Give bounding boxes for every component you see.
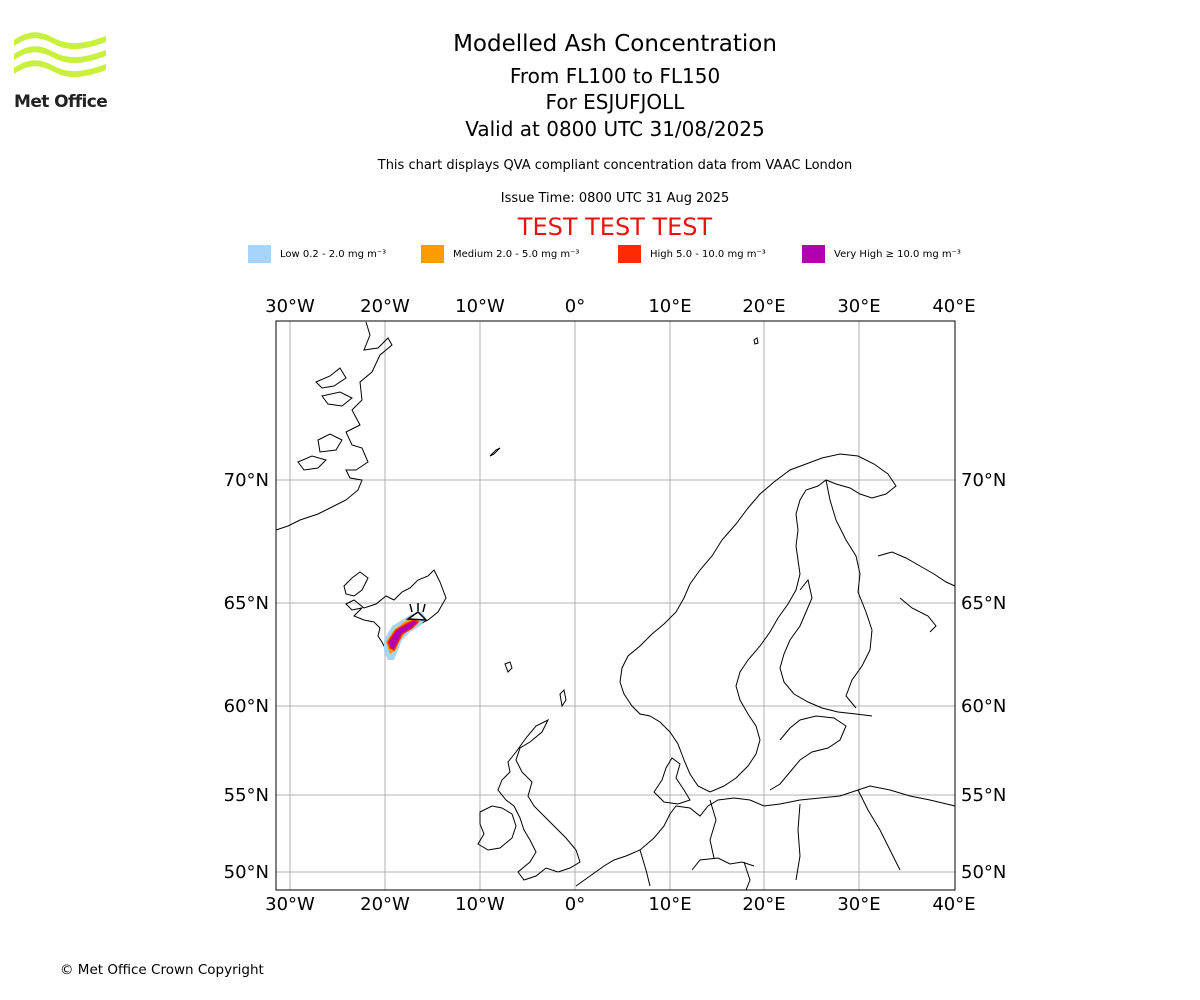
denmark-coast (653, 757, 691, 805)
lon-label-bottom: 10°W (455, 894, 505, 915)
finland-coast (779, 578, 873, 717)
legend-item-low: Low 0.2 - 2.0 mg m⁻³ (248, 244, 386, 264)
lat-label-left: 65°N (224, 593, 269, 614)
lon-label-top: 30°E (837, 296, 880, 317)
legend-swatch-high (618, 245, 641, 263)
lat-label-right: 50°N (961, 862, 1006, 883)
lat-label-right: 55°N (961, 785, 1006, 806)
lon-label-top: 40°E (932, 296, 975, 317)
coastlines (275, 321, 956, 891)
top-longitude-labels: 30°W 20°W 10°W 0° 10°E 20°E 30°E 40°E (265, 296, 975, 317)
description: This chart displays QVA compliant concen… (377, 158, 853, 173)
lon-label-bottom: 10°E (648, 894, 691, 915)
met-office-logo: Met Office (14, 30, 114, 112)
jan-mayen (489, 447, 501, 457)
legend-label-medium: Medium 2.0 - 5.0 mg m⁻³ (453, 248, 580, 260)
volcano-triangle-icon (405, 603, 428, 621)
legend-swatch-low (248, 245, 271, 263)
europe-coast (575, 785, 956, 887)
chart-title: Modelled Ash Concentration (453, 31, 777, 57)
lon-label-bottom: 40°E (932, 894, 975, 915)
lon-label-bottom: 20°W (360, 894, 410, 915)
legend-label-low: Low 0.2 - 2.0 mg m⁻³ (280, 248, 387, 260)
great-britain-coast (497, 718, 581, 881)
lon-label-bottom: 20°E (742, 894, 785, 915)
map-gridlines (276, 321, 955, 890)
copyright: © Met Office Crown Copyright (60, 962, 264, 978)
volcano-name: For ESJUFJOLL (545, 90, 685, 114)
lon-label-top: 10°E (648, 296, 691, 317)
ash-very-high-area (387, 619, 420, 652)
lat-label-left: 60°N (224, 696, 269, 717)
legend-item-high: High 5.0 - 10.0 mg m⁻³ (618, 244, 766, 264)
lat-label-left: 50°N (224, 862, 269, 883)
met-office-waves-icon (14, 32, 106, 78)
lon-label-bottom: 30°E (837, 894, 880, 915)
ash-plume (384, 612, 426, 660)
legend-item-very-high: Very High ≥ 10.0 mg m⁻³ (802, 244, 961, 264)
ireland-coast (477, 805, 517, 851)
legend-label-high: High 5.0 - 10.0 mg m⁻³ (650, 248, 766, 260)
bottom-longitude-labels: 30°W 20°W 10°W 0° 10°E 20°E 30°E 40°E (265, 894, 975, 915)
legend-swatch-medium (421, 245, 444, 263)
flight-levels: From FL100 to FL150 (509, 64, 721, 88)
greenland-coast (275, 321, 393, 531)
lon-label-top: 30°W (265, 296, 315, 317)
lat-label-left: 55°N (224, 785, 269, 806)
lat-label-left: 70°N (224, 470, 269, 491)
iceland-coast (345, 569, 447, 651)
lat-label-right: 70°N (961, 470, 1006, 491)
lon-label-top: 0° (565, 296, 585, 317)
map-frame (275, 320, 956, 891)
lon-label-top: 10°W (455, 296, 505, 317)
logo-text: Met Office (14, 92, 108, 112)
lon-label-bottom: 0° (565, 894, 585, 915)
lon-label-top: 20°E (742, 296, 785, 317)
legend-label-very-high: Very High ≥ 10.0 mg m⁻³ (834, 248, 961, 260)
lat-label-right: 60°N (961, 696, 1006, 717)
test-banner: TEST TEST TEST (517, 213, 713, 241)
lon-label-bottom: 30°W (265, 894, 315, 915)
issue-time: Issue Time: 0800 UTC 31 Aug 2025 (500, 191, 730, 206)
left-latitude-labels: 70°N 65°N 60°N 55°N 50°N (224, 470, 269, 883)
lon-label-top: 20°W (360, 296, 410, 317)
legend-item-medium: Medium 2.0 - 5.0 mg m⁻³ (421, 244, 579, 264)
lat-label-right: 65°N (961, 593, 1006, 614)
valid-time: Valid at 0800 UTC 31/08/2025 (465, 117, 765, 141)
norway-coast (619, 453, 897, 793)
legend-swatch-very-high (802, 245, 825, 263)
right-latitude-labels: 70°N 65°N 60°N 55°N 50°N (961, 470, 1006, 883)
